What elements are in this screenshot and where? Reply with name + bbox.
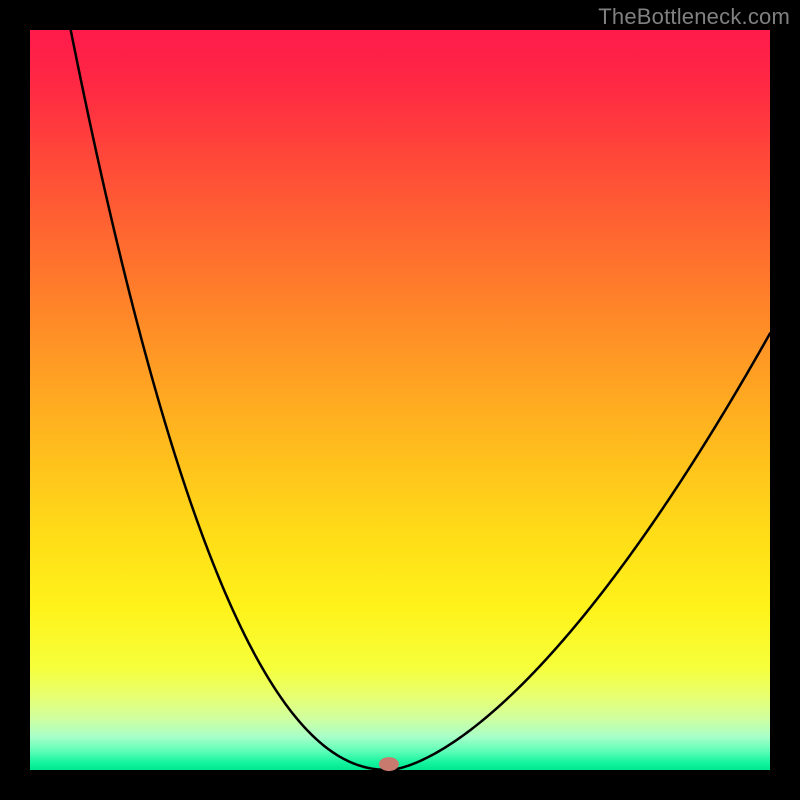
chart-container: TheBottleneck.com bbox=[0, 0, 800, 800]
gradient-v-curve-chart bbox=[0, 0, 800, 800]
gradient-plot-area bbox=[30, 30, 770, 770]
optimal-point-marker bbox=[379, 757, 399, 771]
watermark-text: TheBottleneck.com bbox=[598, 4, 790, 30]
